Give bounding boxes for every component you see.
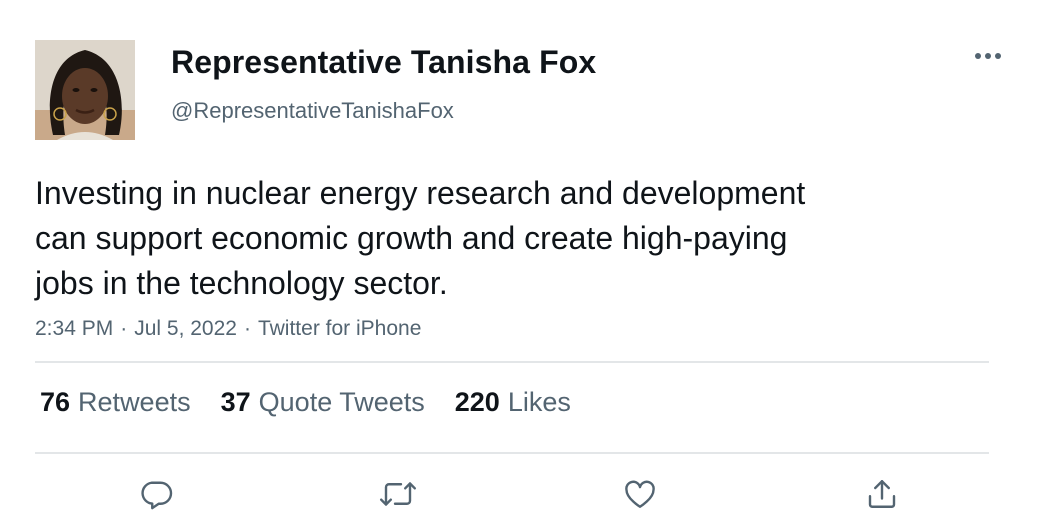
reply-icon xyxy=(141,481,173,510)
meta-separator: · xyxy=(120,317,128,340)
share-icon xyxy=(868,480,896,508)
display-name[interactable]: Representative Tanisha Fox xyxy=(171,44,597,80)
like-icon xyxy=(625,480,655,508)
retweets-stat[interactable]: 76 Retweets xyxy=(40,387,191,418)
tweet-line: jobs in the technology sector. xyxy=(35,265,448,301)
quote-tweets-count: 37 xyxy=(220,387,251,417)
share-button[interactable] xyxy=(862,474,902,514)
quote-tweets-label: Quote Tweets xyxy=(258,387,425,417)
retweet-icon xyxy=(380,482,416,506)
meta-separator: · xyxy=(243,317,251,340)
tweet-line: Investing in nuclear energy research and… xyxy=(35,175,806,211)
tweet-time[interactable]: 2:34 PM xyxy=(35,317,114,340)
reply-button[interactable] xyxy=(136,474,176,514)
retweets-label: Retweets xyxy=(78,387,191,417)
tweet-text: Investing in nuclear energy research and… xyxy=(35,171,935,306)
tweet-date[interactable]: Jul 5, 2022 xyxy=(134,317,237,340)
likes-stat[interactable]: 220 Likes xyxy=(455,387,571,418)
retweets-count: 76 xyxy=(40,387,71,417)
tweet-stats: 76 Retweets 37 Quote Tweets 220 Likes xyxy=(40,387,601,418)
tweet-source[interactable]: Twitter for iPhone xyxy=(257,317,422,340)
likes-count: 220 xyxy=(454,387,500,417)
more-dots-icon xyxy=(975,53,1001,59)
like-button[interactable] xyxy=(620,474,660,514)
user-handle[interactable]: @RepresentativeTanishaFox xyxy=(171,98,454,123)
divider xyxy=(35,361,989,363)
avatar[interactable] xyxy=(35,40,135,140)
retweet-button[interactable] xyxy=(378,474,418,514)
divider xyxy=(35,452,989,454)
profile-photo-icon xyxy=(35,40,135,140)
likes-label: Likes xyxy=(507,387,571,417)
tweet-line: can support economic growth and create h… xyxy=(35,220,788,256)
more-options-button[interactable] xyxy=(970,44,1006,68)
quote-tweets-stat[interactable]: 37 Quote Tweets xyxy=(221,387,425,418)
tweet-meta: 2:34 PM · Jul 5, 2022 · Twitter for iPhone xyxy=(35,317,421,341)
